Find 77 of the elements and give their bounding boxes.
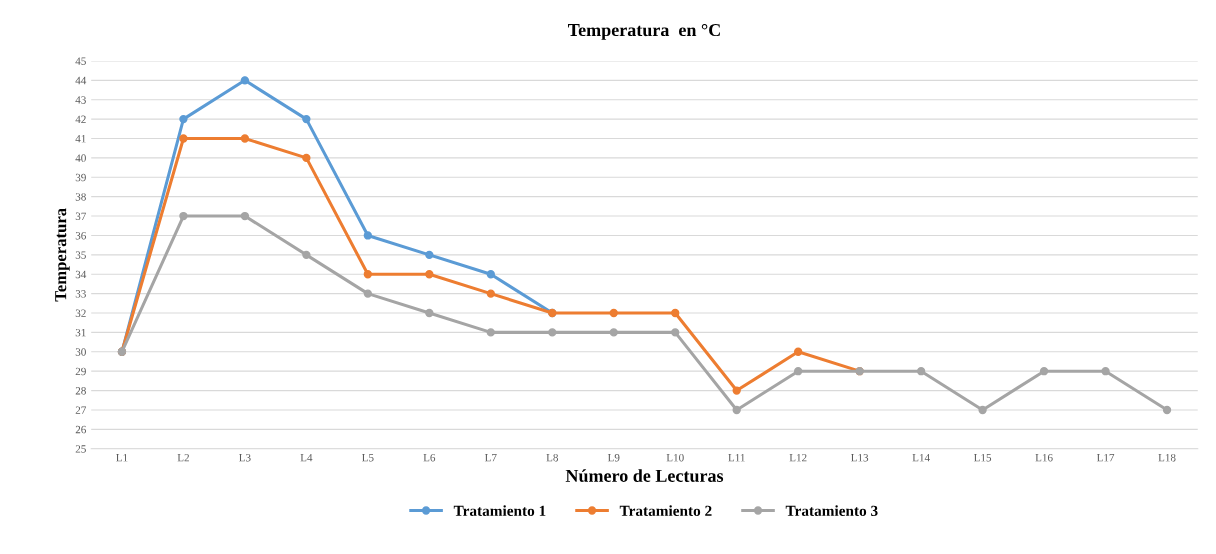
y-tick-label: 34 (75, 270, 87, 279)
y-tick-label: 39 (75, 173, 86, 182)
x-tick-label: L1 (116, 453, 128, 462)
y-axis-title: Temperatura (55, 208, 70, 302)
y-tick-label: 32 (75, 309, 86, 317)
x-tick-label: L8 (546, 453, 559, 462)
y-tick-label: 41 (75, 135, 86, 143)
y-tick-label: 33 (75, 290, 86, 298)
legend-label: Tratamiento 1 (453, 505, 546, 516)
point (302, 153, 311, 163)
point (486, 289, 495, 298)
point (179, 211, 188, 221)
legend-label: Tratamiento 2 (619, 505, 712, 516)
x-tick-label: L14 (912, 453, 930, 462)
point (548, 328, 557, 337)
y-tick-label: 28 (75, 387, 86, 395)
x-tick-label: L4 (300, 454, 313, 462)
y-tick-label: 36 (75, 231, 87, 240)
x-axis-title: Número de Lecturas (565, 469, 724, 482)
point (1162, 405, 1172, 415)
x-tick-label: L15 (973, 453, 992, 462)
point (425, 270, 434, 279)
point (671, 308, 680, 318)
point (302, 114, 311, 124)
point (425, 308, 434, 318)
y-tick-label: 31 (75, 328, 86, 337)
x-tick-label: L11 (728, 453, 745, 462)
chart-title: Temperatura en °C (568, 23, 720, 40)
x-tick-label: L6 (423, 453, 436, 462)
y-tick-label: 25 (75, 445, 86, 453)
point (732, 405, 741, 415)
x-tick-label: L2 (177, 453, 189, 462)
point (240, 76, 250, 85)
point (179, 134, 188, 143)
point (794, 347, 803, 356)
y-tick-label: 37 (75, 212, 87, 221)
point (609, 308, 618, 318)
x-tick-label: L9 (607, 453, 620, 462)
point (179, 114, 188, 124)
point (732, 386, 741, 395)
y-tick-label: 27 (75, 406, 87, 414)
x-tick-label: L3 (239, 453, 251, 462)
x-tick-label: L10 (666, 453, 684, 462)
point (978, 405, 987, 415)
y-tick-label: 43 (75, 96, 86, 104)
point (609, 328, 618, 337)
x-tick-label: L18 (1158, 453, 1176, 462)
y-tick-label: 42 (75, 115, 86, 123)
x-tick-label: L12 (789, 453, 807, 462)
y-tick-label: 26 (75, 425, 87, 434)
point (302, 250, 311, 260)
point (1101, 367, 1110, 376)
y-tick-label: 44 (75, 76, 87, 85)
point (916, 367, 926, 376)
x-tick-label: L7 (484, 454, 497, 462)
y-tick-label: 35 (75, 251, 86, 259)
y-tick-label: 29 (75, 367, 86, 376)
x-tick-label: L17 (1096, 453, 1115, 462)
point (486, 270, 495, 279)
point (363, 231, 373, 240)
x-tick-label: L16 (1035, 453, 1053, 462)
point (363, 270, 373, 279)
point (486, 328, 495, 337)
point (363, 289, 373, 298)
y-tick-label: 38 (75, 193, 86, 201)
x-tick-label: L13 (851, 453, 869, 462)
point (240, 134, 250, 143)
x-tick-label: L5 (361, 454, 374, 462)
y-tick-label: 40 (75, 154, 86, 162)
point (240, 211, 250, 221)
point (425, 250, 434, 260)
point (671, 328, 680, 337)
point (794, 367, 803, 376)
y-tick-label: 30 (75, 348, 86, 356)
point (1039, 367, 1049, 376)
y-tick-label: 45 (75, 57, 86, 65)
legend-label: Tratamiento 3 (785, 505, 878, 516)
